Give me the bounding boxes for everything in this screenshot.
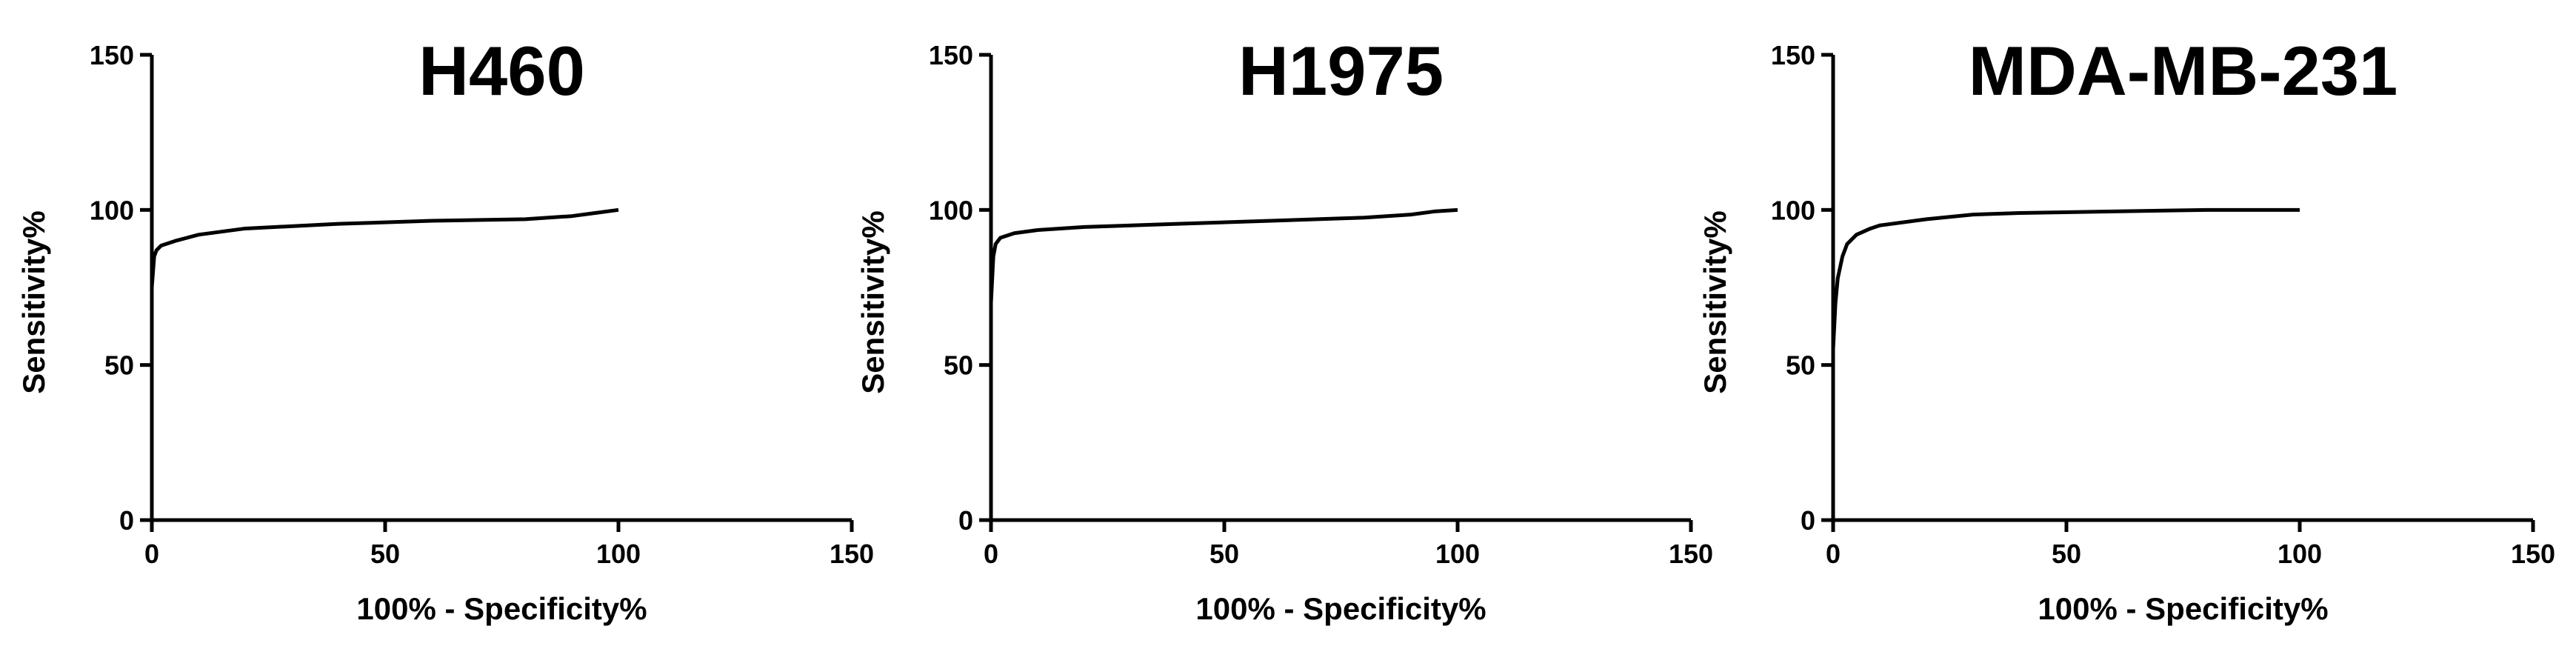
- chart-title: MDA-MB-231: [1969, 32, 2398, 110]
- y-tick-label: 150: [1771, 40, 1815, 70]
- x-tick-label: 100: [1435, 539, 1480, 569]
- x-tick-label: 50: [370, 539, 400, 569]
- x-axis-label: 100% - Specificity%: [356, 591, 647, 626]
- y-axis-label: Sensitivity%: [16, 210, 51, 393]
- y-tick-label: 0: [958, 505, 973, 536]
- y-tick-label: 0: [119, 505, 134, 536]
- chart-title: H1975: [1238, 32, 1444, 110]
- y-tick-label: 150: [90, 40, 134, 70]
- x-tick-label: 0: [1826, 539, 1841, 569]
- roc-curve: [1831, 207, 2300, 350]
- x-tick-label: 50: [1209, 539, 1239, 569]
- y-tick-label: 100: [929, 195, 973, 225]
- x-tick-label: 0: [144, 539, 159, 569]
- x-tick-label: 150: [830, 539, 874, 569]
- x-tick-label: 150: [2511, 539, 2555, 569]
- y-axis-label: Sensitivity%: [1698, 210, 1732, 393]
- x-tick-label: 50: [2052, 539, 2081, 569]
- y-axis-label: Sensitivity%: [855, 210, 890, 393]
- x-axis-label: 100% - Specificity%: [1195, 591, 1486, 626]
- y-tick-label: 100: [1771, 195, 1815, 225]
- x-tick-label: 100: [2278, 539, 2322, 569]
- y-tick-label: 150: [929, 40, 973, 70]
- y-tick-label: 100: [90, 195, 134, 225]
- x-axis-label: 100% - Specificity%: [2038, 591, 2328, 626]
- y-tick-label: 0: [1801, 505, 1815, 536]
- x-tick-label: 0: [984, 539, 998, 569]
- x-tick-label: 100: [596, 539, 641, 569]
- x-tick-label: 150: [1669, 539, 1713, 569]
- y-tick-label: 50: [944, 350, 973, 381]
- roc-curve: [150, 207, 619, 288]
- chart-title: H460: [418, 32, 585, 110]
- y-tick-label: 50: [1786, 350, 1815, 381]
- y-tick-label: 50: [104, 350, 134, 381]
- roc-curve: [989, 207, 1458, 304]
